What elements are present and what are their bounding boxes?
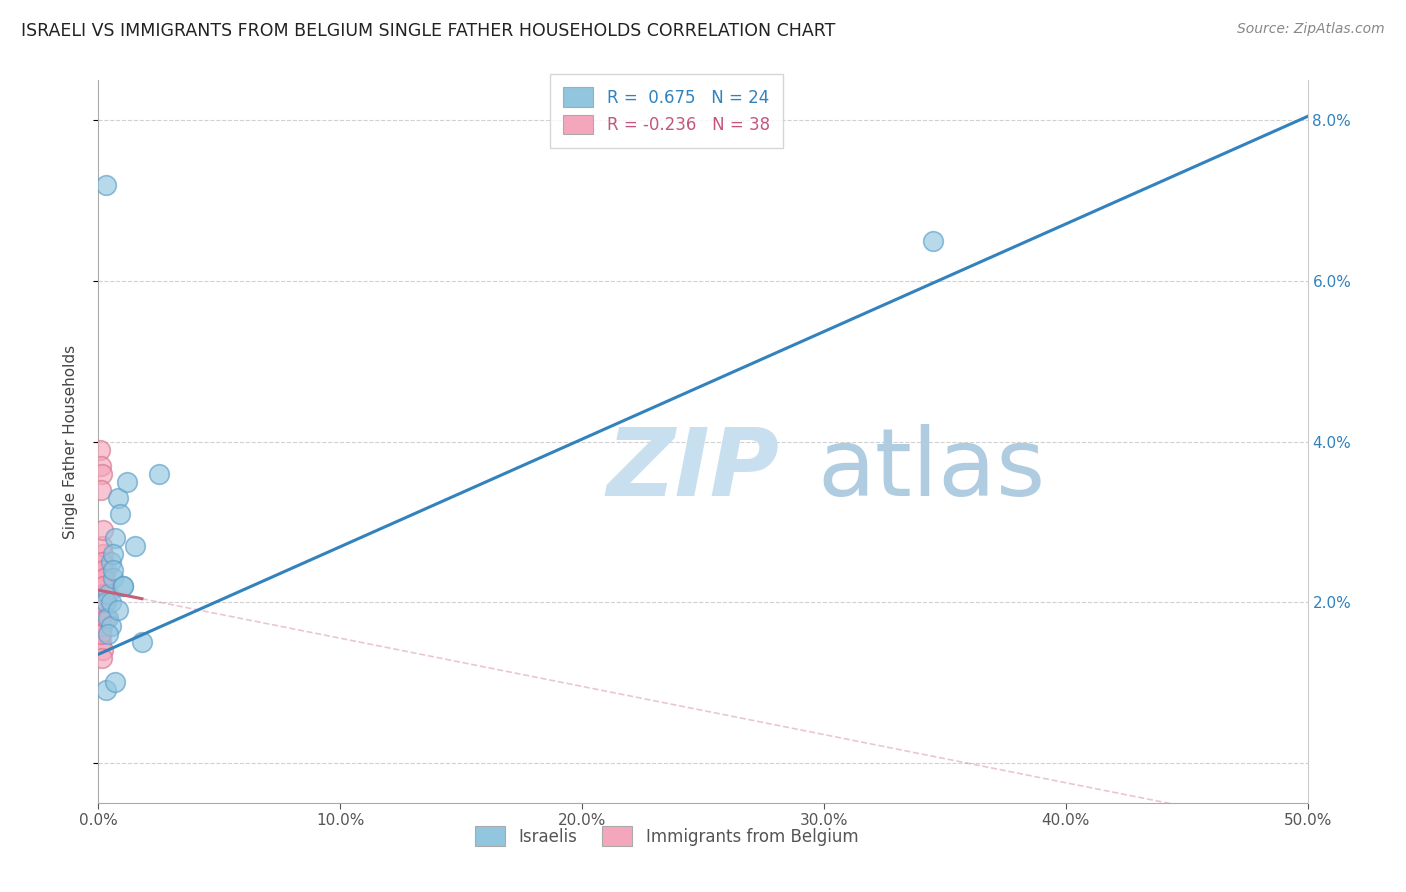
Point [90, 458, 112, 473]
Point [131, 635, 153, 649]
Point [97, 611, 120, 625]
Point [91, 579, 114, 593]
Point [91, 467, 114, 481]
Point [124, 539, 146, 553]
Point [93, 571, 115, 585]
Text: ZIP: ZIP [606, 425, 779, 516]
Point [101, 563, 124, 577]
Point [91, 523, 114, 537]
Point [108, 507, 131, 521]
Point [91, 587, 114, 601]
Point [101, 571, 124, 585]
Point [91, 619, 114, 633]
Text: Source: ZipAtlas.com: Source: ZipAtlas.com [1237, 22, 1385, 37]
Point [91, 563, 114, 577]
Point [101, 547, 124, 561]
Point [104, 675, 127, 690]
Text: ISRAELI VS IMMIGRANTS FROM BELGIUM SINGLE FATHER HOUSEHOLDS CORRELATION CHART: ISRAELI VS IMMIGRANTS FROM BELGIUM SINGL… [21, 22, 835, 40]
Point [107, 603, 129, 617]
Point [104, 531, 127, 545]
Point [91, 603, 114, 617]
Point [91, 651, 114, 665]
Point [90, 595, 112, 609]
Point [90, 611, 112, 625]
Point [91, 579, 114, 593]
Point [90, 627, 112, 641]
Text: atlas: atlas [818, 425, 1046, 516]
Point [90, 627, 112, 641]
Point [90, 579, 112, 593]
Legend: Israelis, Immigrants from Belgium: Israelis, Immigrants from Belgium [468, 820, 865, 852]
Point [91, 571, 114, 585]
Point [148, 467, 170, 481]
Point [94, 595, 117, 609]
Point [93, 587, 115, 601]
Point [94, 587, 117, 601]
Point [91, 555, 114, 569]
Point [91, 547, 114, 561]
Point [100, 595, 122, 609]
Point [94, 178, 117, 192]
Point [93, 587, 115, 601]
Point [90, 603, 112, 617]
Point [91, 619, 114, 633]
Point [90, 603, 112, 617]
Point [94, 595, 117, 609]
Point [90, 635, 112, 649]
Point [93, 571, 115, 585]
Point [91, 539, 114, 553]
Point [97, 587, 120, 601]
Point [91, 595, 114, 609]
Point [90, 483, 112, 497]
Point [100, 619, 122, 633]
Point [94, 611, 117, 625]
Point [107, 491, 129, 505]
Point [117, 475, 139, 489]
Point [100, 555, 122, 569]
Point [94, 683, 117, 698]
Point [94, 579, 117, 593]
Point [91, 555, 114, 569]
Point [111, 579, 134, 593]
Point [91, 643, 114, 657]
Point [921, 234, 943, 248]
Point [111, 579, 134, 593]
Point [91, 595, 114, 609]
Point [89, 442, 111, 457]
Y-axis label: Single Father Households: Single Father Households [63, 344, 77, 539]
Point [94, 563, 117, 577]
Point [97, 627, 120, 641]
